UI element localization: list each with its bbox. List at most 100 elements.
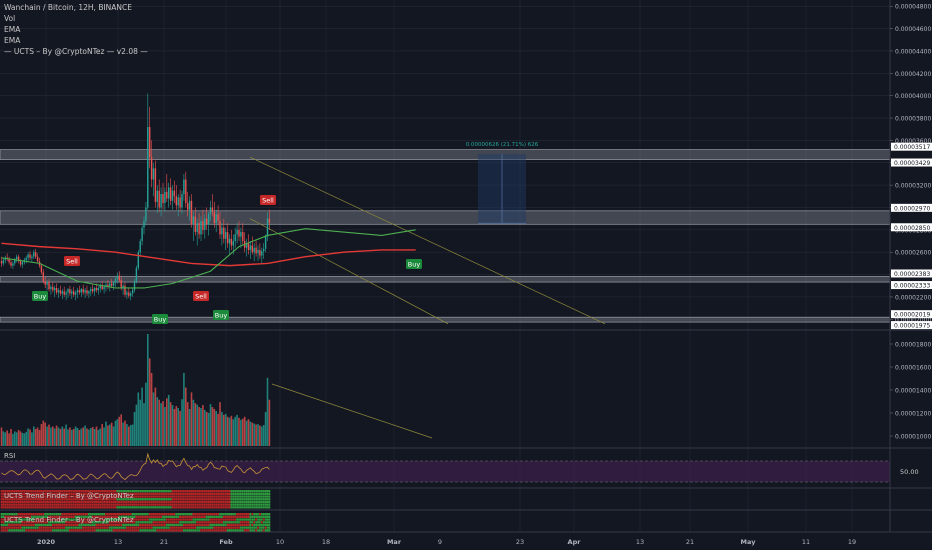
price-tick-label: 0.00004400 <box>895 48 931 55</box>
trend-cell <box>217 526 219 529</box>
trend-cell <box>116 521 119 524</box>
trend-cell <box>137 515 140 518</box>
trend-cell <box>114 529 117 532</box>
trend-finder-label-1[interactable]: UCTS Trend Finder – By @CryptoNTez <box>4 492 134 500</box>
candle-body <box>198 223 200 235</box>
trend-cell <box>266 526 269 529</box>
trend-cell <box>217 518 219 521</box>
trend-cell <box>192 513 195 516</box>
measure-box: 0.00000626 (21.71%) 626 <box>466 142 539 224</box>
trend-cell <box>175 495 178 498</box>
trend-cell <box>76 495 79 498</box>
trend-cell <box>70 506 73 509</box>
trend-cell <box>55 500 58 504</box>
trend-cell <box>126 495 128 498</box>
trend-cell <box>82 495 85 498</box>
trend-cell <box>25 506 28 509</box>
trend-cell <box>120 529 123 532</box>
trend-cell <box>120 515 123 518</box>
trend-cell <box>268 515 271 518</box>
trend-cell <box>4 513 7 516</box>
trend-cell <box>32 503 35 506</box>
volume-bar <box>196 404 198 446</box>
trend-cell <box>175 490 178 493</box>
trend-cell <box>251 513 254 516</box>
trend-cell <box>44 490 47 493</box>
indicator-vol[interactable]: Vol <box>4 14 16 23</box>
trend-cell <box>51 526 54 529</box>
trend-cell <box>266 495 269 498</box>
trend-cell <box>238 500 240 504</box>
trend-cell <box>184 503 187 506</box>
candle-body <box>257 249 259 254</box>
trend-cell <box>236 529 238 532</box>
trend-cell <box>46 521 48 524</box>
trend-cell <box>219 492 221 495</box>
volume-bar <box>215 410 217 446</box>
trend-cell <box>70 495 73 498</box>
trend-cell <box>34 521 37 524</box>
trend-cell <box>57 503 60 506</box>
trend-cell <box>86 503 88 506</box>
rsi-label[interactable]: RSI <box>4 452 16 460</box>
trend-cell <box>241 521 244 524</box>
trend-cell <box>213 490 216 493</box>
trend-cell <box>255 518 257 521</box>
trend-cell <box>36 506 39 509</box>
trend-cell <box>40 500 43 504</box>
trend-cell <box>245 523 248 527</box>
trend-cell <box>181 498 183 501</box>
trend-cell <box>255 529 257 532</box>
trend-cell <box>10 518 12 521</box>
trend-cell <box>131 498 134 501</box>
trend-cell <box>15 503 18 506</box>
indicator-ema-2[interactable]: EMA <box>4 36 21 45</box>
trend-cell <box>69 515 71 518</box>
trend-cell <box>177 506 180 509</box>
trend-cell <box>23 529 26 532</box>
trend-cell <box>230 490 233 493</box>
trend-cell <box>50 521 52 524</box>
indicator-ucts[interactable]: — UCTS – By @CryptoNTez — v2.08 — <box>4 47 148 56</box>
trend-cell <box>44 529 47 532</box>
volume-tick-label: 0.00001400 <box>895 388 931 395</box>
trend-cell <box>211 518 214 521</box>
price-level-tag <box>891 281 932 290</box>
trend-finder-label-2[interactable]: UCTS Trend Finder – By @CryptoNTez <box>4 516 134 524</box>
trend-cell <box>99 503 102 506</box>
trend-cell <box>10 515 12 518</box>
trend-cell <box>82 515 85 518</box>
trend-cell <box>2 503 5 506</box>
volume-bar <box>247 419 250 446</box>
trend-cell <box>88 490 90 493</box>
trend-cell <box>12 503 14 506</box>
trend-cell <box>25 490 28 493</box>
chart-title: Wanchain / Bitcoin, 12H, BINANCE <box>4 3 133 12</box>
candles <box>0 93 271 301</box>
trend-cell <box>0 523 3 527</box>
trend-cell <box>78 500 81 504</box>
trend-cell <box>236 492 238 495</box>
trend-cell <box>160 495 162 498</box>
trend-cell <box>262 518 265 521</box>
trend-cell <box>32 526 35 529</box>
trend-cell <box>84 513 86 516</box>
trend-cell <box>200 529 202 532</box>
trend-cell <box>108 498 111 501</box>
trend-cell <box>245 518 248 521</box>
trend-cell <box>198 495 200 498</box>
trend-cell <box>88 529 90 532</box>
trend-cell <box>99 500 102 504</box>
trend-cell <box>97 529 100 532</box>
trend-cell <box>209 513 212 516</box>
candle-body <box>181 194 183 208</box>
trend-cell <box>190 500 193 504</box>
trend-cell <box>23 498 26 501</box>
candle-body <box>61 291 63 294</box>
trend-cell <box>127 515 130 518</box>
indicator-ema-1[interactable]: EMA <box>4 25 21 34</box>
trend-cell <box>42 490 45 493</box>
volume-bar <box>171 405 174 446</box>
trend-cell <box>192 523 195 527</box>
